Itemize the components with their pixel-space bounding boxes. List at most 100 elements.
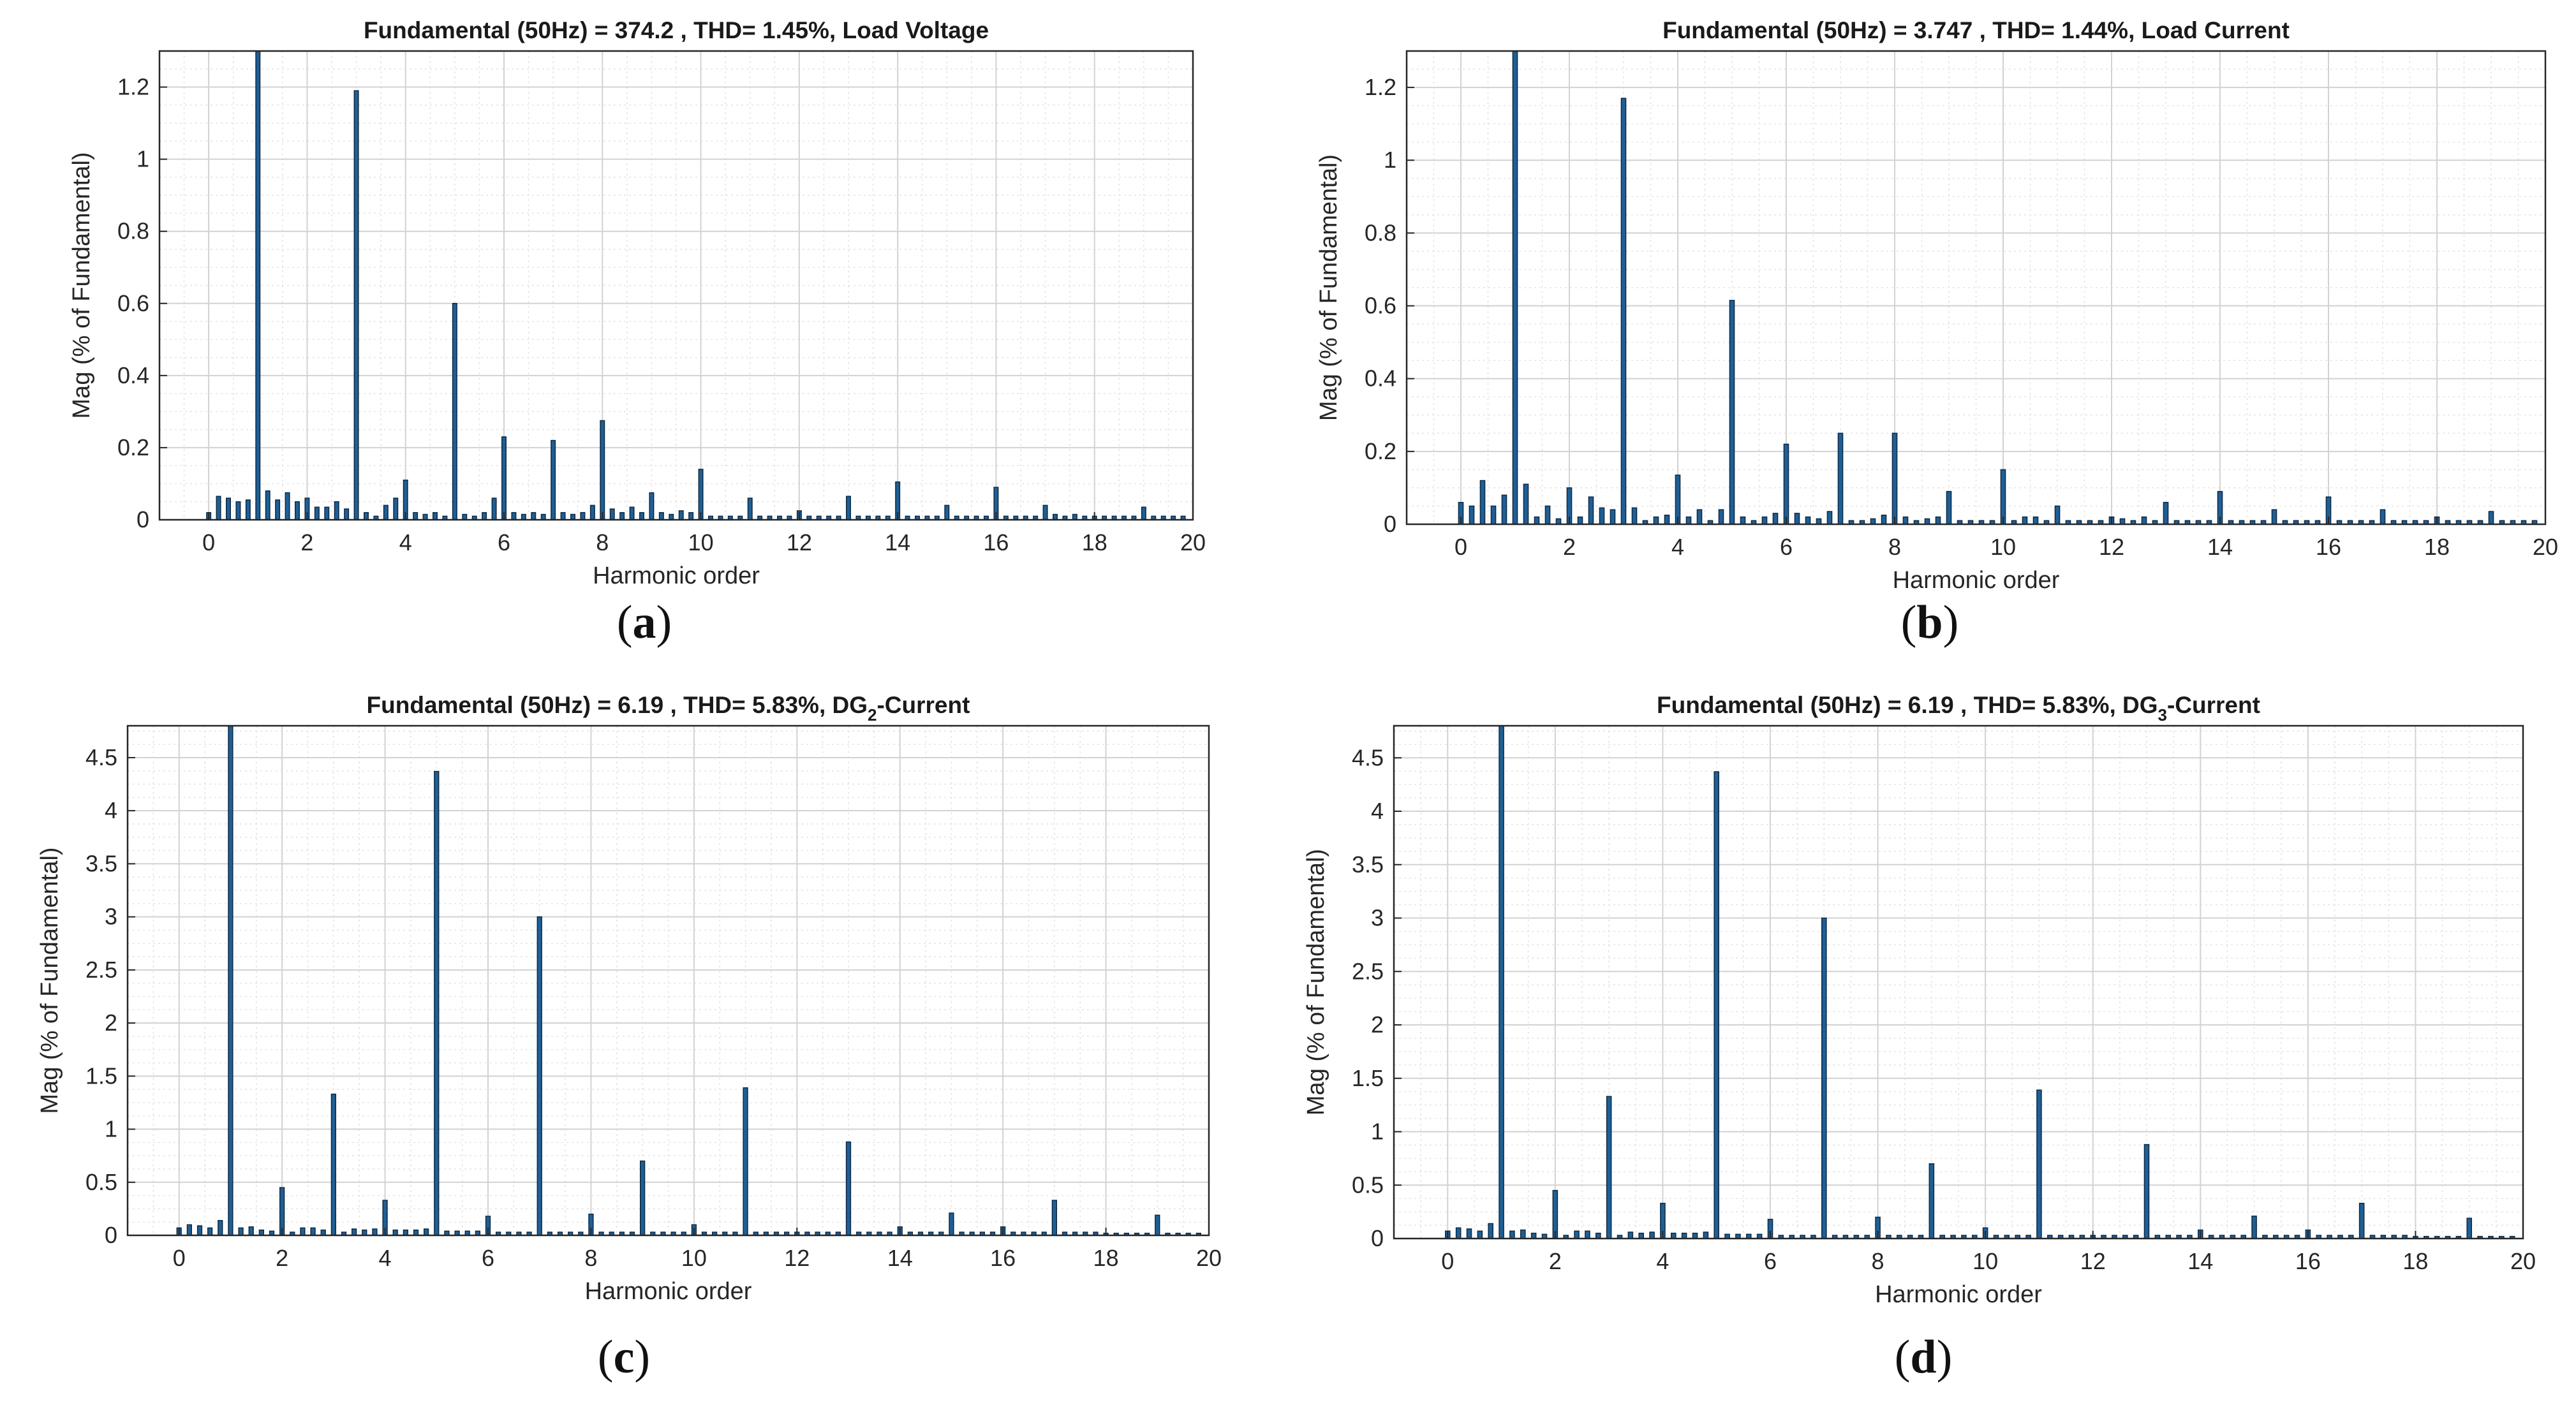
bar [1692,1232,1698,1239]
bar [1577,516,1583,525]
bar [521,513,526,520]
x-axis-label: Harmonic order [1893,567,2060,594]
bar [2032,516,2039,525]
bar [310,1227,316,1236]
bar [1670,1232,1677,1239]
bar [2380,509,2386,525]
chart-title-suffix: -Current [877,692,970,718]
bar [570,513,575,520]
x-tick-label: 20 [2533,534,2558,560]
bar [1555,518,1562,525]
axes-box [126,724,1210,1237]
bar [1051,1200,1057,1236]
bar [1946,490,1952,525]
panel-label-close: ) [1937,1331,1953,1383]
y-tick-label: 4.5 [85,744,117,770]
x-tick-label: 16 [2316,534,2341,560]
bar [372,1228,378,1236]
bar [845,1141,852,1236]
x-tick-label: 2 [1549,1248,1562,1274]
bar [2271,509,2277,525]
bar [1610,509,1616,525]
bar [1042,504,1048,520]
x-axis-label: Harmonic order [593,563,760,589]
bar [1509,1230,1515,1239]
x-tick-label: 4 [1656,1248,1669,1274]
y-tick-label: 0.4 [1365,365,1396,392]
bar [300,1227,306,1236]
y-tick-label: 4.5 [1352,744,1384,770]
bar [353,90,359,520]
x-tick-label: 12 [2099,534,2124,560]
panel-label-letter: a [633,596,656,649]
y-tick-label: 0.6 [117,290,149,316]
x-tick-label: 16 [2295,1248,2321,1274]
x-tick-label: 14 [2187,1248,2213,1274]
bar [1627,1232,1634,1239]
bar [1488,1223,1494,1239]
x-tick-label: 14 [2207,534,2233,560]
bar [1141,506,1146,520]
bar [1469,505,1475,525]
panel-label-open: ( [598,1331,614,1383]
bar [1653,516,1659,525]
y-axis-label: Mag (% of Fundamental) [1303,849,1329,1115]
bar [1740,516,1746,525]
bar [1718,509,1724,525]
x-tick-label: 16 [990,1245,1016,1271]
bar [482,511,487,520]
x-tick-label: 2 [300,529,313,555]
y-axis-label: Mag (% of Fundamental) [1315,154,1342,421]
bar [462,513,468,520]
y-tick-label: 0.8 [117,218,149,244]
axes-box [1405,50,2547,526]
bar [2054,505,2061,525]
chart-title-suffix: -Current [2167,692,2260,718]
x-tick-label: 14 [887,1245,913,1271]
bar [352,1228,357,1236]
bar [1479,480,1486,525]
bar [2036,1089,2042,1239]
bar [658,511,664,520]
bar [1783,443,1789,525]
chart-title-text: Fundamental (50Hz) = 374.2 , THD= 1.45%,… [364,17,989,43]
bar [949,1212,954,1236]
y-tick-label: 0 [1371,1225,1384,1251]
bar [1714,771,1720,1239]
bar [1620,98,1627,525]
panel-label-letter: d [1910,1331,1936,1383]
bar [1816,518,1822,525]
panel-label-close: ) [1943,596,1959,649]
y-tick-label: 3 [105,904,117,930]
chart-title-text: Fundamental (50Hz) = 6.19 , THD= 5.83%, … [367,692,868,718]
x-tick-label: 14 [885,529,910,555]
bar [1891,432,1898,525]
bar [334,501,339,520]
bar [589,504,595,520]
chart-title: Fundamental (50Hz) = 374.2 , THD= 1.45%,… [364,17,989,43]
bar [1490,505,1497,525]
bar [1606,1096,1612,1239]
bar [1534,516,1540,525]
bar [265,490,270,520]
bar [649,492,655,520]
bar [2000,469,2006,525]
x-tick-label: 8 [584,1245,597,1271]
bar [1902,516,1909,525]
x-tick-label: 10 [688,529,714,555]
bar [1681,1232,1687,1239]
y-tick-label: 2.5 [85,957,117,983]
bar [1729,300,1735,525]
bar [2466,1217,2473,1239]
chart-panel-a: 0 2 4 6 8 10 12 14 16 18 20 0 0.2 0.4 0.6 0.8 1 1.2 Fundam… [68,17,1206,649]
x-tick-label: 0 [1455,534,1467,560]
bar [743,1087,748,1236]
bar [393,497,399,520]
panel-label: (b) [1901,596,1958,649]
bar [1155,1214,1160,1236]
bar-series [1444,725,2515,1239]
bar [619,511,625,520]
y-tick-label: 1 [1384,147,1396,173]
plot-area [128,726,1209,1235]
x-tick-label: 6 [482,1245,494,1271]
